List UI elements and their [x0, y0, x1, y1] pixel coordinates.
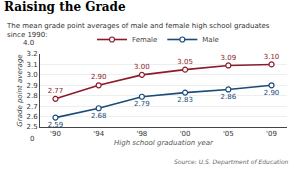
svg-text:'09: '09	[266, 130, 277, 138]
svg-text:4.0: 4.0	[23, 39, 34, 47]
svg-text:The mean grade point averages: The mean grade point averages of male an…	[6, 22, 270, 39]
svg-text:2.77: 2.77	[48, 87, 64, 95]
svg-text:'00: '00	[180, 130, 191, 138]
svg-text:2.7: 2.7	[26, 103, 37, 111]
svg-text:2.86: 2.86	[221, 93, 237, 101]
svg-text:2.83: 2.83	[177, 96, 193, 104]
svg-text:2.5: 2.5	[26, 123, 37, 131]
svg-text:Source: U.S. Department of Edu: Source: U.S. Department of Education	[174, 158, 289, 166]
svg-text:3.0: 3.0	[26, 71, 37, 79]
svg-text:3.2: 3.2	[26, 50, 37, 58]
svg-text:0: 0	[30, 135, 34, 143]
svg-text:Male: Male	[202, 36, 219, 44]
svg-text:3.10: 3.10	[264, 53, 280, 61]
svg-text:3.09: 3.09	[221, 54, 237, 62]
svg-text:2.59: 2.59	[48, 121, 64, 129]
svg-text:2.6: 2.6	[26, 113, 38, 121]
svg-text:2.90: 2.90	[91, 73, 107, 81]
svg-text:2.9: 2.9	[26, 82, 37, 90]
svg-text:'90: '90	[50, 130, 61, 138]
svg-text:'98: '98	[136, 130, 147, 138]
svg-text:2.8: 2.8	[26, 92, 37, 100]
svg-text:'05: '05	[223, 130, 234, 138]
svg-text:Grade point average: Grade point average	[16, 54, 24, 126]
svg-text:Female: Female	[132, 36, 157, 44]
svg-text:2.90: 2.90	[264, 89, 280, 97]
svg-text:Raising the Grade: Raising the Grade	[4, 0, 126, 14]
svg-text:2.68: 2.68	[91, 112, 107, 120]
svg-text:3.05: 3.05	[177, 58, 193, 66]
svg-text:'94: '94	[93, 130, 104, 138]
svg-text:3.1: 3.1	[26, 61, 37, 69]
svg-text:2.79: 2.79	[134, 100, 150, 108]
svg-text:High school graduation year: High school graduation year	[114, 139, 214, 147]
svg-text:3.00: 3.00	[134, 63, 150, 71]
